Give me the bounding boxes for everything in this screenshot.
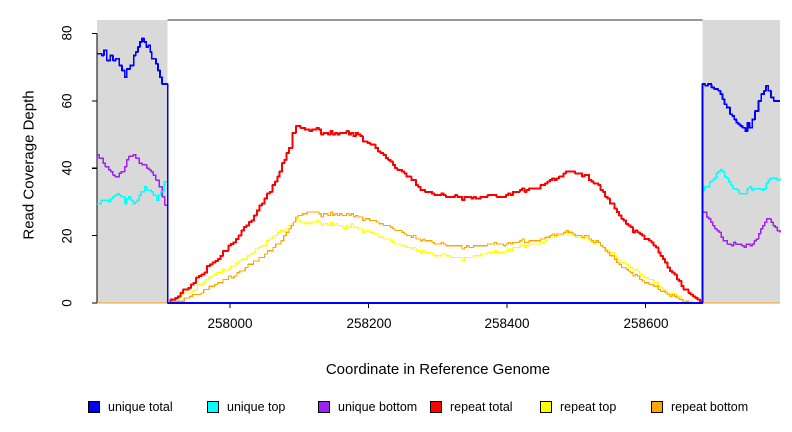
unique-bottom-swatch-icon bbox=[318, 401, 330, 413]
masked-region bbox=[702, 20, 780, 303]
legend-label: unique total bbox=[108, 400, 173, 414]
legend-label: repeat top bbox=[560, 400, 617, 414]
x-tick-label: 258200 bbox=[346, 316, 392, 331]
legend: unique total unique top unique bottom re… bbox=[0, 399, 792, 415]
repeat-bottom-swatch-icon bbox=[651, 401, 663, 413]
unique-top-swatch-icon bbox=[207, 401, 219, 413]
series-line-unique-total bbox=[97, 37, 780, 304]
series-line-unique-top bbox=[97, 169, 781, 304]
repeat-top-swatch-icon bbox=[540, 401, 552, 413]
y-tick-label: 60 bbox=[59, 93, 75, 109]
legend-item-unique-top: unique top bbox=[207, 399, 285, 415]
x-axis-title: Coordinate in Reference Genome bbox=[325, 361, 551, 378]
y-tick-label: 0 bbox=[59, 299, 75, 307]
legend-item-repeat-top: repeat top bbox=[540, 399, 616, 415]
legend-label: repeat bottom bbox=[671, 400, 749, 414]
legend-label: repeat total bbox=[450, 400, 513, 414]
repeat-total-swatch-icon bbox=[430, 401, 442, 413]
legend-item-repeat-bottom: repeat bottom bbox=[651, 399, 748, 415]
masked-region bbox=[97, 20, 168, 303]
series-line-unique-bottom bbox=[97, 154, 781, 304]
y-axis-title: Read Coverage Depth bbox=[20, 90, 38, 240]
x-tick-label: 258400 bbox=[484, 316, 530, 331]
plot-canvas bbox=[92, 19, 781, 308]
y-tick-label: 40 bbox=[59, 160, 75, 176]
y-tick-label: 80 bbox=[59, 25, 75, 41]
series-line-repeat-bottom bbox=[97, 211, 780, 304]
legend-item-unique-bottom: unique bottom bbox=[318, 399, 417, 415]
x-tick-label: 258600 bbox=[623, 316, 669, 331]
series-line-repeat-top bbox=[167, 218, 694, 304]
legend-label: unique bottom bbox=[338, 400, 418, 414]
series-line-repeat-total bbox=[167, 125, 704, 304]
legend-label: unique top bbox=[227, 400, 286, 414]
legend-item-repeat-total: repeat total bbox=[430, 399, 513, 415]
legend-item-unique-total: unique total bbox=[88, 399, 173, 415]
y-tick-label: 20 bbox=[59, 228, 75, 244]
x-tick-label: 258000 bbox=[207, 316, 253, 331]
unique-total-swatch-icon bbox=[88, 401, 100, 413]
